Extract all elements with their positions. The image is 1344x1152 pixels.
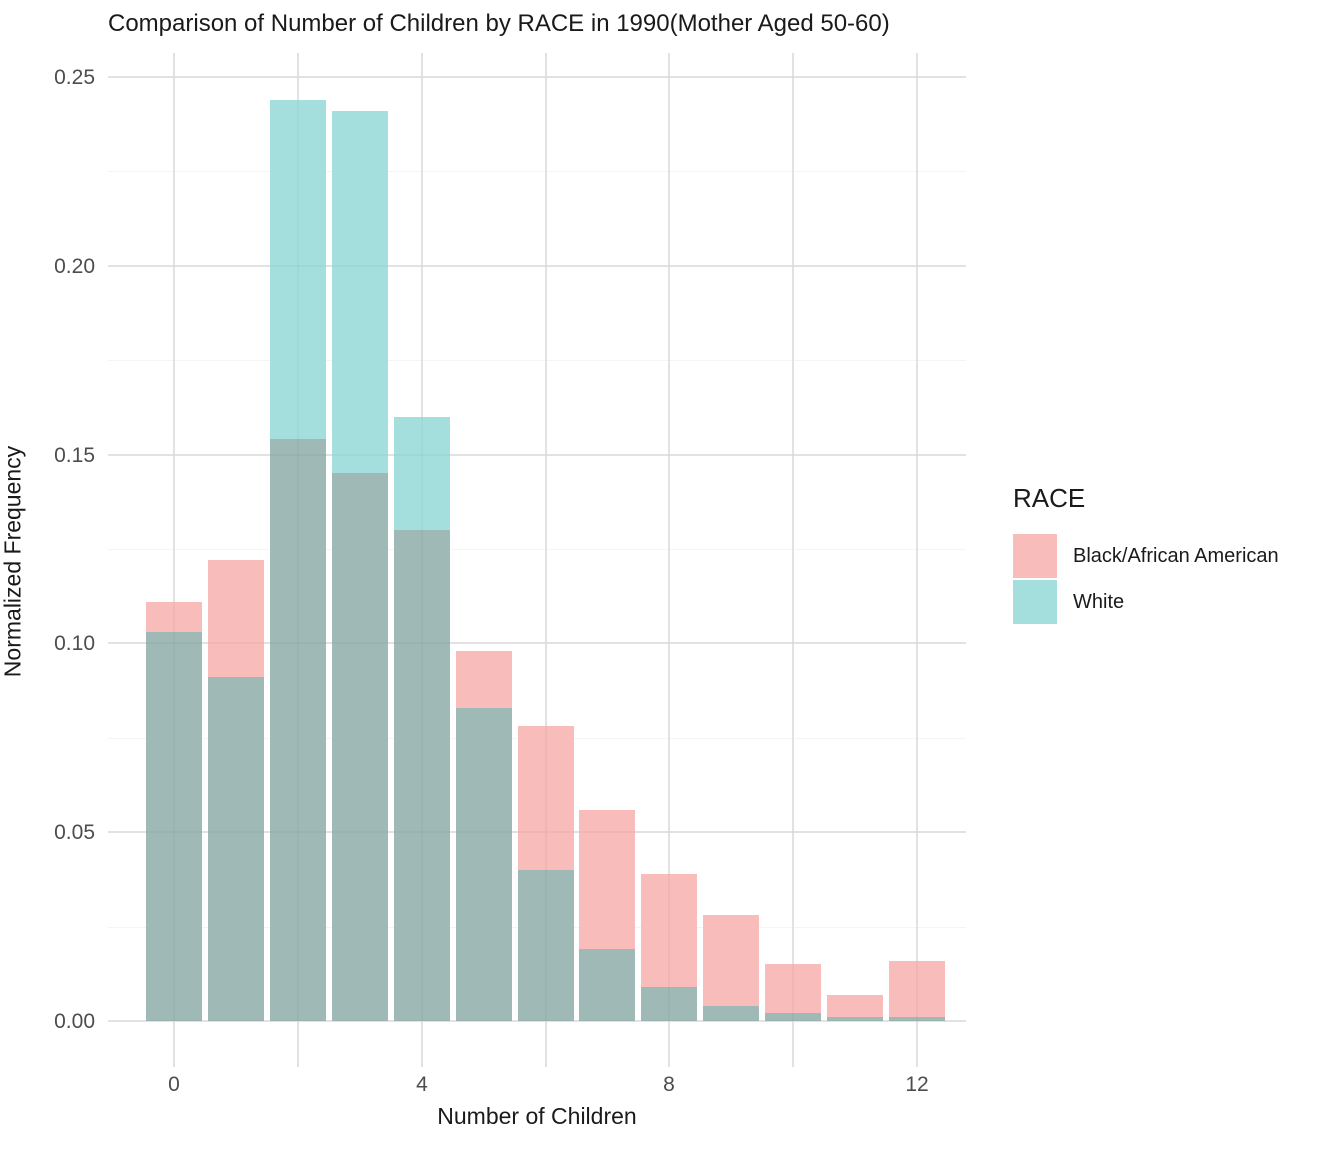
bar-overlap-segment — [765, 1013, 821, 1021]
gridline-major-v — [792, 53, 794, 1067]
y-tick-label: 0.10 — [54, 632, 95, 655]
gridline-overlay-h — [108, 642, 966, 644]
plot-panel — [108, 53, 966, 1067]
bar-black-segment — [703, 915, 759, 1006]
bar-overlap-segment — [146, 632, 202, 1021]
bar-overlap-segment — [641, 987, 697, 1021]
bar-black-segment — [518, 726, 574, 870]
gridline-minor-h — [108, 360, 966, 361]
bar-black-segment — [208, 560, 264, 677]
gridline-overlay-v — [421, 53, 423, 1067]
gridline-overlay-h — [108, 1020, 966, 1022]
gridline-major-v — [668, 53, 670, 1067]
gridline-overlay-v — [916, 53, 918, 1067]
gridline-overlay-v — [792, 53, 794, 1067]
y-tick-label: 0.25 — [54, 66, 95, 89]
bar-white-segment — [394, 417, 450, 530]
legend-label-white: White — [1073, 590, 1125, 613]
legend-swatch-black-icon — [1013, 534, 1057, 578]
bar-overlap-segment — [889, 1017, 945, 1021]
gridline-overlay-h — [108, 831, 966, 833]
y-axis-title: Normalized Frequency — [0, 445, 26, 678]
gridline-major-h — [108, 265, 966, 267]
bar-black-segment — [641, 874, 697, 987]
gridline-overlay-v — [668, 53, 670, 1067]
bar-overlap-segment — [703, 1006, 759, 1021]
bar-overlap-segment — [579, 949, 635, 1021]
legend: RACE Black/African American White — [1013, 483, 1279, 626]
gridline-major-h — [108, 454, 966, 456]
legend-item-white: White — [1013, 580, 1279, 624]
bar-black-segment — [146, 602, 202, 632]
x-tick-label: 8 — [663, 1073, 675, 1096]
gridline-major-v — [545, 53, 547, 1067]
bar-black-segment — [765, 964, 821, 1013]
bar-black-segment — [827, 995, 883, 1017]
gridline-overlay-v — [297, 53, 299, 1067]
gridline-major-v — [173, 53, 175, 1067]
gridline-minor-h — [108, 549, 966, 550]
gridline-overlay-v — [173, 53, 175, 1067]
x-axis-title: Number of Children — [437, 1103, 637, 1129]
gridline-overlay-h — [108, 76, 966, 78]
bar-overlap-segment — [332, 473, 388, 1021]
legend-item-black: Black/African American — [1013, 534, 1279, 578]
bar-black-segment — [889, 961, 945, 1017]
bar-black-segment — [579, 810, 635, 949]
bar-overlap-segment — [456, 708, 512, 1021]
x-tick-label: 12 — [905, 1073, 929, 1096]
y-tick-label: 0.00 — [54, 1010, 95, 1033]
legend-title: RACE — [1013, 483, 1086, 513]
gridline-overlay-h — [108, 265, 966, 267]
bar-overlap-segment — [518, 870, 574, 1021]
x-tick-label: 4 — [416, 1073, 428, 1096]
chart-title: Comparison of Number of Children by RACE… — [108, 10, 890, 37]
legend-swatch-white-icon — [1013, 580, 1057, 624]
bar-overlap-segment — [270, 439, 326, 1021]
legend-label-black: Black/African American — [1073, 544, 1279, 567]
y-tick-label: 0.15 — [54, 444, 95, 467]
gridline-major-h — [108, 642, 966, 644]
y-tick-label: 0.05 — [54, 821, 95, 844]
bar-white-segment — [270, 100, 326, 439]
gridline-major-h — [108, 1020, 966, 1022]
gridline-overlay-h — [108, 454, 966, 456]
y-tick-label: 0.20 — [54, 255, 95, 278]
bar-overlap-segment — [208, 677, 264, 1021]
bar-black-segment — [456, 651, 512, 708]
bar-white-segment — [332, 111, 388, 473]
x-tick-label: 0 — [168, 1073, 180, 1096]
gridline-major-v — [916, 53, 918, 1067]
gridline-minor-h — [108, 171, 966, 172]
bar-overlap-segment — [394, 530, 450, 1021]
bar-overlap-segment — [827, 1017, 883, 1021]
gridline-overlay-v — [545, 53, 547, 1067]
gridline-major-h — [108, 76, 966, 78]
